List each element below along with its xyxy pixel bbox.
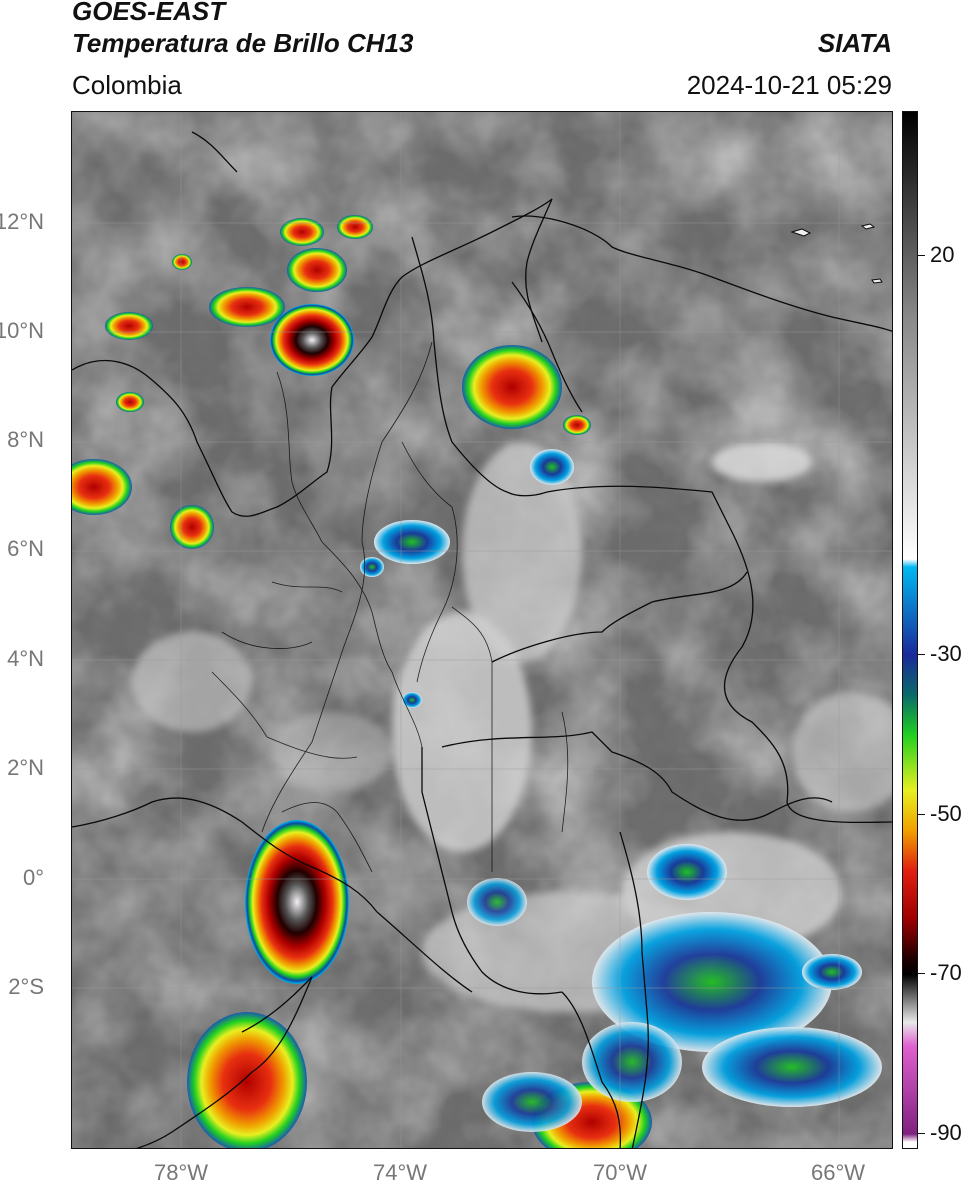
colorbar-label: -30	[930, 640, 962, 666]
lat-label-12n: 12°N	[0, 209, 44, 234]
lon-label-78w: 78°W	[153, 1160, 209, 1185]
agency-name: SIATA	[817, 28, 892, 58]
lat-label-8n: 8°N	[7, 427, 44, 452]
lat-label-4n: 4°N	[7, 646, 44, 671]
graticule	[72, 112, 892, 1148]
temperature-colorbar	[902, 111, 918, 1149]
colorbar-tick	[918, 254, 925, 256]
timestamp: 2024-10-21 05:29	[686, 70, 892, 100]
islands	[790, 223, 883, 284]
map-canvas	[72, 112, 892, 1148]
lat-label-6n: 6°N	[7, 536, 44, 561]
product-title: Temperatura de Brillo CH13	[72, 28, 414, 58]
colorbar-tick	[918, 973, 925, 975]
department-boundaries	[211, 341, 569, 873]
colorbar-tick	[918, 1133, 925, 1135]
colorbar-canvas	[903, 112, 917, 1148]
colorbar-label: -50	[930, 800, 962, 826]
satellite-map	[71, 111, 893, 1149]
lon-label-66w: 66°W	[810, 1160, 866, 1185]
lat-label-2n: 2°N	[7, 755, 44, 780]
colorbar-label: -70	[930, 960, 962, 986]
lat-label-10n: 10°N	[0, 318, 44, 343]
region-name: Colombia	[72, 70, 182, 100]
lat-label-2s: 2°S	[8, 974, 44, 999]
colorbar-tick	[918, 653, 925, 655]
lon-label-74w: 74°W	[372, 1160, 428, 1185]
colorbar-label: 20	[930, 241, 955, 267]
colorbar-gradient	[903, 112, 917, 1148]
convective-cells	[72, 215, 882, 1148]
country-borders	[72, 131, 892, 1148]
satellite-name: GOES-EAST	[72, 0, 226, 26]
lat-label-0: 0°	[22, 865, 44, 890]
lon-label-70w: 70°W	[592, 1160, 648, 1185]
colorbar-label: -90	[930, 1120, 962, 1146]
colorbar-tick	[918, 813, 925, 815]
